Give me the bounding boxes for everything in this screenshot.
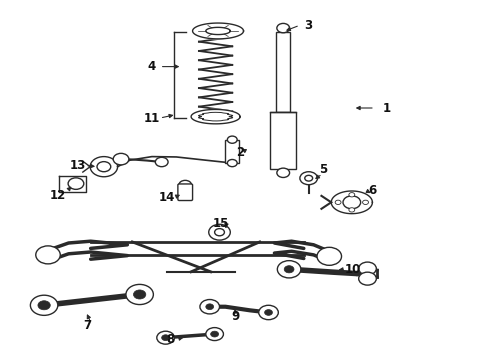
Circle shape	[277, 23, 290, 33]
Circle shape	[38, 301, 50, 310]
Circle shape	[30, 295, 58, 315]
Circle shape	[155, 157, 168, 167]
Text: 12: 12	[49, 189, 66, 202]
Text: 11: 11	[144, 112, 160, 125]
Circle shape	[113, 153, 129, 165]
Text: 6: 6	[368, 184, 376, 197]
Circle shape	[359, 262, 376, 275]
Circle shape	[265, 310, 272, 315]
Circle shape	[277, 168, 290, 177]
Text: 8: 8	[167, 333, 174, 346]
Circle shape	[206, 328, 223, 341]
Text: 1: 1	[383, 102, 391, 114]
Circle shape	[200, 300, 220, 314]
Polygon shape	[91, 242, 304, 255]
Text: 10: 10	[344, 263, 361, 276]
Circle shape	[97, 162, 111, 172]
FancyBboxPatch shape	[270, 112, 296, 169]
Circle shape	[227, 159, 237, 167]
Circle shape	[284, 266, 294, 273]
Text: 13: 13	[69, 159, 86, 172]
Circle shape	[227, 136, 237, 143]
Circle shape	[206, 304, 214, 310]
Circle shape	[211, 331, 219, 337]
FancyBboxPatch shape	[178, 184, 193, 201]
Text: 15: 15	[212, 217, 229, 230]
Circle shape	[133, 290, 146, 299]
Circle shape	[209, 224, 230, 240]
Polygon shape	[59, 176, 86, 192]
Circle shape	[335, 200, 341, 204]
Circle shape	[90, 157, 118, 177]
Circle shape	[300, 172, 318, 185]
Text: 4: 4	[148, 60, 156, 73]
Polygon shape	[191, 109, 240, 124]
Circle shape	[259, 305, 278, 320]
FancyBboxPatch shape	[276, 32, 290, 112]
Circle shape	[363, 200, 368, 204]
Circle shape	[305, 175, 313, 181]
Circle shape	[68, 178, 84, 189]
Circle shape	[277, 261, 301, 278]
Circle shape	[36, 246, 60, 264]
Text: 3: 3	[305, 19, 313, 32]
Circle shape	[215, 229, 224, 236]
FancyBboxPatch shape	[225, 140, 239, 163]
Circle shape	[343, 196, 361, 209]
Circle shape	[162, 335, 170, 341]
Circle shape	[179, 180, 192, 190]
Polygon shape	[193, 23, 244, 39]
Text: 14: 14	[158, 191, 175, 204]
Circle shape	[349, 208, 355, 212]
Circle shape	[317, 247, 342, 265]
Circle shape	[359, 272, 376, 285]
Polygon shape	[331, 191, 372, 213]
Text: 2: 2	[236, 146, 244, 159]
Text: 9: 9	[231, 310, 239, 323]
Text: 7: 7	[83, 319, 91, 332]
Circle shape	[126, 284, 153, 305]
Text: 5: 5	[319, 163, 327, 176]
Circle shape	[157, 331, 174, 344]
Circle shape	[349, 193, 355, 197]
